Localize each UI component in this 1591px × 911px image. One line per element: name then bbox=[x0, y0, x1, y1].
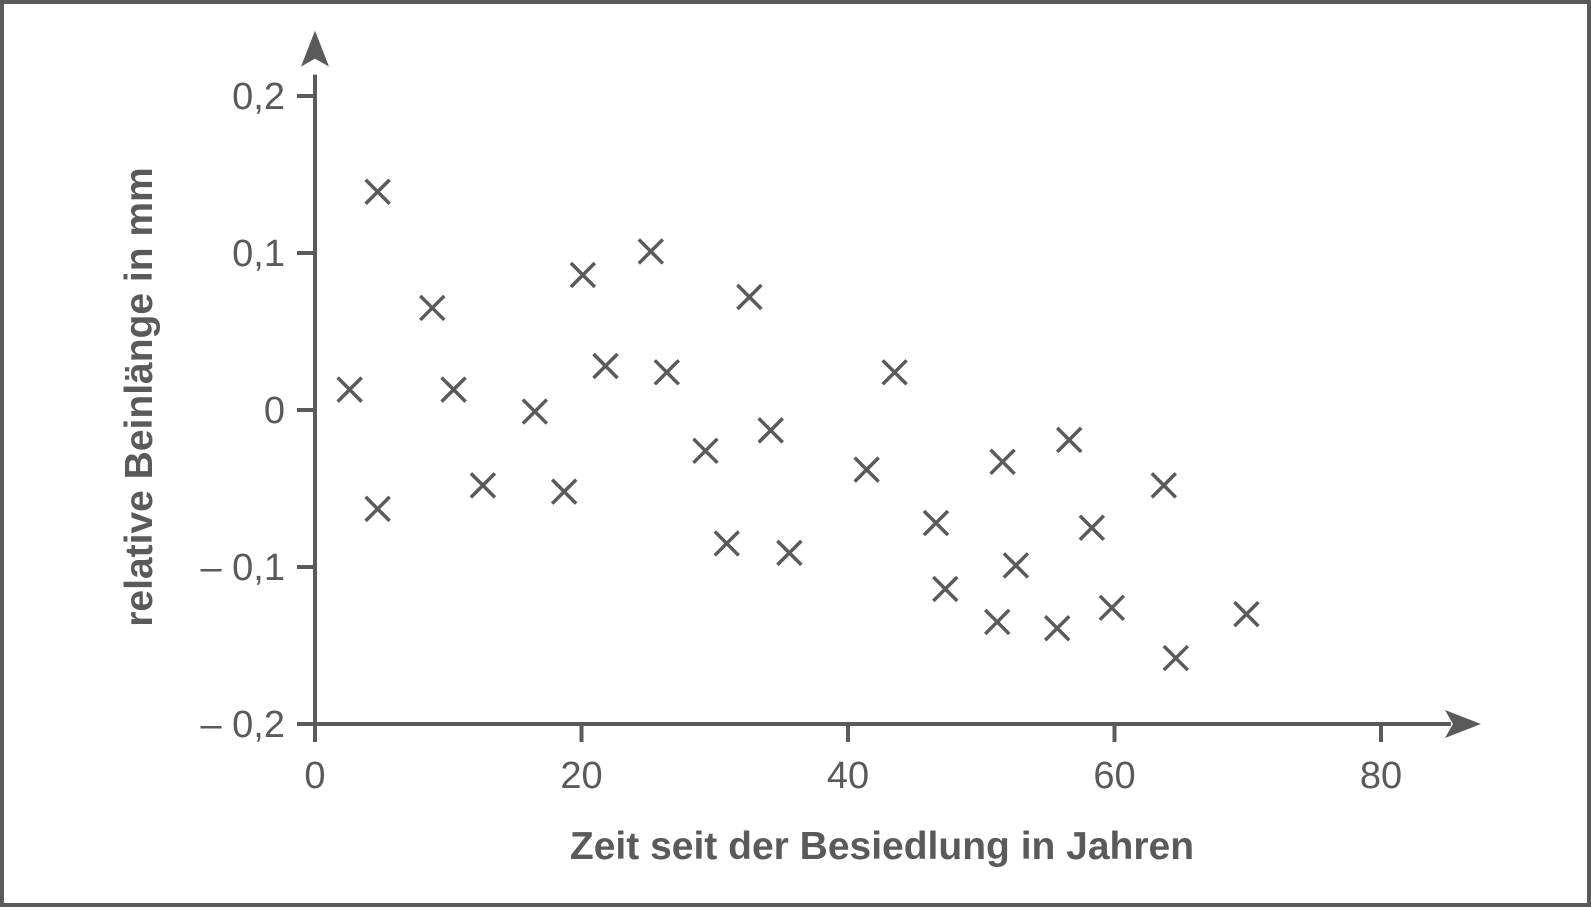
data-point bbox=[757, 417, 784, 444]
x-axis-title: Zeit seit der Besiedlung in Jahren bbox=[570, 825, 1194, 868]
data-point bbox=[932, 575, 959, 603]
data-point bbox=[1162, 644, 1190, 672]
data-point bbox=[364, 178, 391, 206]
y-tick-label: 0 bbox=[264, 390, 285, 432]
data-point bbox=[1233, 600, 1260, 628]
data-point bbox=[419, 294, 446, 322]
y-tick-label: 0,1 bbox=[232, 233, 285, 275]
data-points bbox=[336, 178, 1260, 672]
data-point bbox=[440, 376, 467, 403]
data-point bbox=[364, 495, 391, 523]
data-point bbox=[984, 608, 1011, 636]
x-tick-label: 40 bbox=[827, 755, 869, 797]
data-point bbox=[692, 437, 719, 465]
data-point bbox=[469, 472, 497, 499]
y-axis-arrow bbox=[301, 30, 329, 67]
data-point bbox=[713, 530, 740, 557]
data-point bbox=[853, 456, 880, 483]
data-point bbox=[569, 261, 597, 289]
data-point bbox=[776, 539, 803, 567]
data-point bbox=[592, 352, 619, 380]
y-tick-label: – 0,1 bbox=[200, 547, 285, 589]
data-point bbox=[881, 359, 908, 386]
data-point bbox=[1150, 472, 1178, 499]
x-axis-arrow bbox=[1444, 710, 1481, 738]
y-axis-ticks: 0,2 0,1 0 – 0,1 – 0,2 bbox=[200, 76, 315, 746]
y-axis-title: relative Beinlänge in mm bbox=[118, 167, 161, 627]
data-point bbox=[550, 478, 578, 505]
data-point bbox=[1078, 514, 1106, 541]
data-point bbox=[736, 283, 763, 311]
data-point bbox=[336, 376, 363, 403]
x-tick-label: 0 bbox=[304, 755, 325, 797]
scatter-chart: 0 20 40 60 80 0,2 0,1 0 – 0,1 – 0,2 Zeit seit de… bbox=[118, 30, 1481, 868]
data-point bbox=[989, 448, 1016, 476]
y-tick-label: 0,2 bbox=[232, 76, 285, 118]
x-tick-label: 20 bbox=[560, 755, 602, 797]
x-tick-label: 80 bbox=[1360, 755, 1402, 797]
data-point bbox=[521, 398, 549, 425]
data-point bbox=[637, 238, 665, 265]
data-point bbox=[1002, 552, 1030, 579]
data-point bbox=[1055, 426, 1083, 454]
data-point bbox=[1043, 614, 1071, 642]
x-axis-ticks: 0 20 40 60 80 bbox=[304, 724, 1402, 797]
data-point bbox=[1098, 594, 1126, 622]
y-tick-label: – 0,2 bbox=[200, 704, 285, 746]
data-point bbox=[922, 509, 950, 537]
x-tick-label: 60 bbox=[1093, 755, 1135, 797]
data-point bbox=[653, 359, 681, 386]
